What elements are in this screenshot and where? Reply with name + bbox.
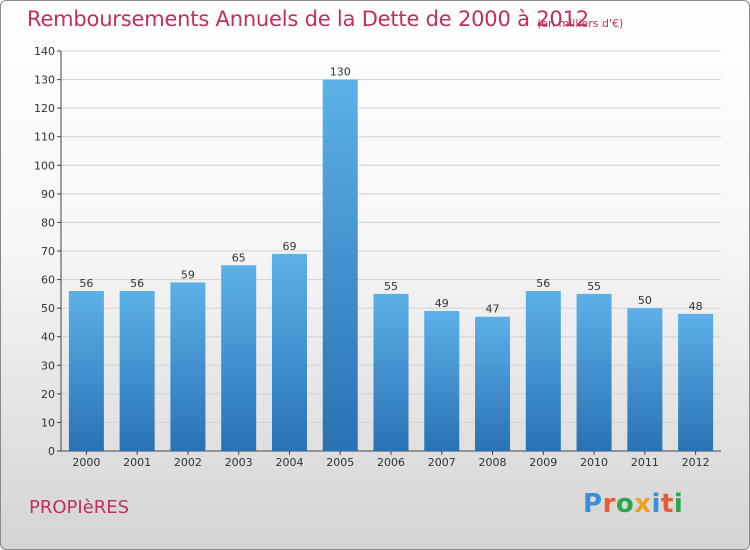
x-tick-label: 2006: [377, 456, 405, 469]
y-tick-label: 90: [41, 188, 55, 201]
logo-letter: i: [673, 489, 684, 519]
labels: 2000 56 2001 56 2002 59 2003 65 2004 69 2005 130 200…: [72, 66, 709, 469]
x-tick-label: 2007: [428, 456, 456, 469]
y-tick-label: 140: [34, 45, 55, 58]
bar: [424, 311, 460, 451]
data-label: 49: [435, 297, 449, 310]
y-tick-label: 120: [34, 102, 55, 115]
x-tick-label: 2012: [682, 456, 710, 469]
data-label: 65: [232, 251, 246, 264]
y-tick-label: 60: [41, 274, 55, 287]
bar: [475, 316, 511, 451]
data-label: 47: [486, 303, 500, 316]
data-label: 69: [282, 240, 296, 253]
logo-letter: r: [602, 489, 616, 519]
x-tick-label: 2011: [631, 456, 659, 469]
y-tick-label: 80: [41, 216, 55, 229]
bars: [68, 79, 714, 452]
data-label: 55: [587, 280, 601, 293]
chart-title: Remboursements Annuels de la Dette de 20…: [27, 7, 589, 31]
logo-letter: t: [660, 489, 674, 519]
commune-name: PROPIèRES: [29, 497, 130, 518]
data-label: 48: [689, 300, 703, 313]
y-tick-label: 40: [41, 331, 55, 344]
bar: [119, 291, 155, 451]
proxiti-logo: Proxiti: [583, 489, 683, 519]
y-tick-label: 30: [41, 359, 55, 372]
bar: [525, 291, 561, 451]
logo-letter: x: [634, 489, 652, 519]
x-tick-label: 2000: [72, 456, 100, 469]
data-label: 130: [330, 66, 351, 79]
logo-letter: P: [583, 489, 603, 519]
y-tick-label: 130: [34, 74, 55, 87]
logo-letter: o: [615, 489, 635, 519]
x-tick-label: 2002: [174, 456, 202, 469]
bar: [373, 293, 409, 451]
unit-note: (en milliers d'€): [537, 17, 624, 30]
logo-letter: i: [651, 489, 661, 519]
y-tick-label: 0: [48, 445, 55, 458]
data-label: 56: [79, 277, 93, 290]
y-tick-label: 100: [34, 159, 55, 172]
bar: [170, 282, 206, 451]
y-tick-label: 10: [41, 416, 55, 429]
y-tick-label: 20: [41, 388, 55, 401]
x-tick-label: 2003: [225, 456, 253, 469]
x-tick-label: 2005: [326, 456, 354, 469]
bar: [221, 265, 257, 451]
y-tick-label: 110: [34, 131, 55, 144]
x-tick-label: 2008: [479, 456, 507, 469]
x-tick-label: 2010: [580, 456, 608, 469]
x-tick-label: 2001: [123, 456, 151, 469]
data-label: 55: [384, 280, 398, 293]
bar: [678, 313, 714, 451]
data-label: 59: [181, 268, 195, 281]
bar: [627, 308, 663, 451]
y-tick-label: 50: [41, 302, 55, 315]
data-label: 56: [536, 277, 550, 290]
x-tick-label: 2009: [529, 456, 557, 469]
data-label: 50: [638, 294, 652, 307]
bar: [576, 293, 612, 451]
data-label: 56: [130, 277, 144, 290]
x-tick-label: 2004: [275, 456, 303, 469]
bar: [322, 79, 358, 452]
bar: [271, 253, 307, 451]
y-tick-label: 70: [41, 245, 55, 258]
bar: [68, 291, 104, 451]
